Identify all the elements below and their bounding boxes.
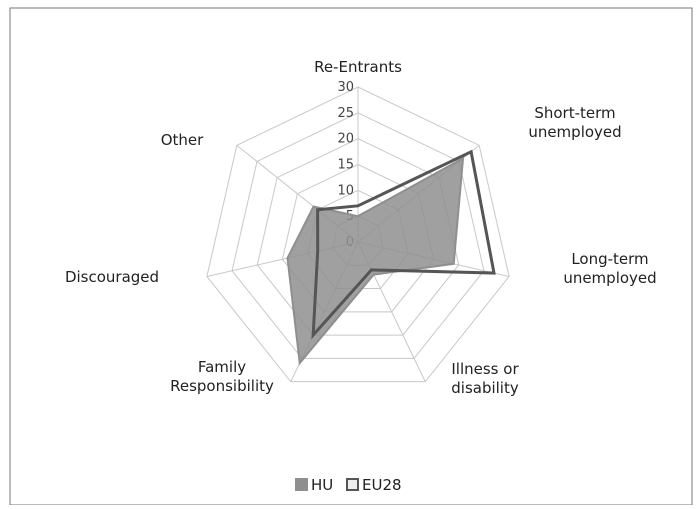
- tick-label: 10: [337, 183, 354, 198]
- series-area: [286, 156, 465, 366]
- axis-label: Family Responsibility: [170, 358, 274, 395]
- legend-label: EU28: [362, 476, 402, 494]
- tick-label: 25: [337, 106, 354, 121]
- axis-label: Re-Entrants: [314, 58, 402, 76]
- axis-label: Long-term unemployed: [563, 250, 656, 287]
- axis-label: Discouraged: [65, 268, 159, 286]
- legend-label: HU: [311, 476, 333, 494]
- tick-label: 20: [337, 132, 354, 147]
- tick-label: 15: [337, 158, 354, 173]
- axis-label: Other: [161, 131, 204, 149]
- legend-swatch: [346, 478, 359, 491]
- axis-label: Short-term unemployed: [528, 104, 621, 141]
- grid-line: [206, 86, 510, 383]
- legend-swatch: [295, 478, 308, 491]
- grid-line: [231, 112, 485, 359]
- axis-label: Illness or disability: [451, 360, 519, 397]
- tick-label: 30: [337, 80, 354, 95]
- series-area: [311, 149, 496, 340]
